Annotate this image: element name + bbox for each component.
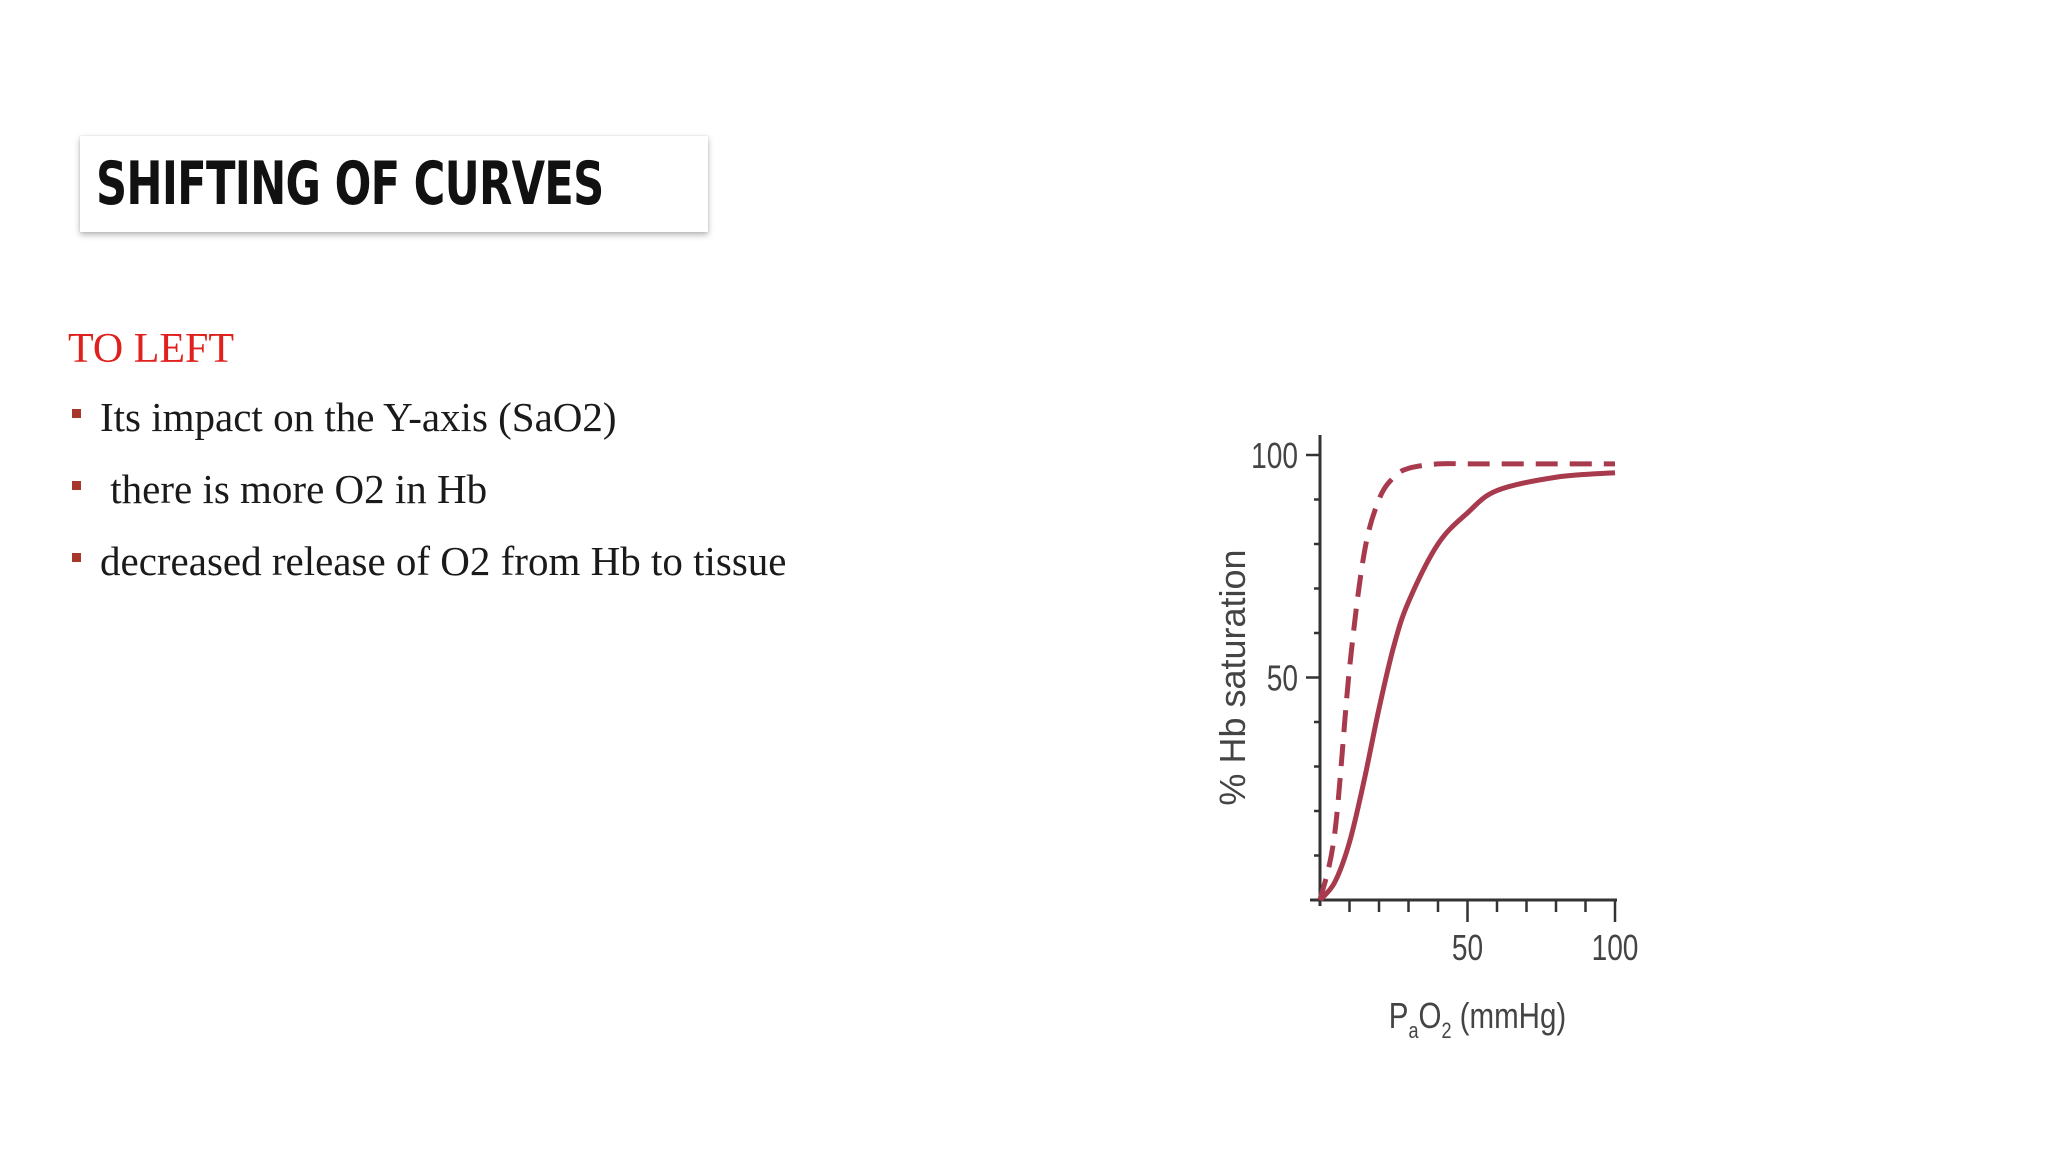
- slide-subheading: TO LEFT: [68, 326, 235, 372]
- bullet-marker-icon: [72, 553, 81, 562]
- title-box: SHIFTING OF CURVES: [80, 136, 708, 232]
- x-label-p: P: [1389, 995, 1409, 1035]
- bullet-marker-icon: [72, 481, 81, 490]
- chart-axes: [1310, 435, 1617, 906]
- left-shifted-curve: [1317, 461, 1615, 901]
- x-tick-label: 100: [1592, 928, 1639, 968]
- chart-series: [1317, 461, 1616, 902]
- bullet-item: decreased release of O2 from Hb to tissu…: [68, 538, 788, 584]
- x-tick-label: 50: [1452, 928, 1483, 968]
- x-label-unit: (mmHg): [1451, 995, 1566, 1035]
- bullet-list: Its impact on the Y-axis (SaO2) there is…: [68, 394, 788, 610]
- y-axis-label: % Hb saturation: [1212, 549, 1253, 805]
- x-label-sub-2: 2: [1441, 1019, 1451, 1043]
- bullet-item: there is more O2 in Hb: [68, 466, 788, 512]
- x-axis-label: PaO2 (mmHg): [1389, 995, 1566, 1043]
- bullet-item: Its impact on the Y-axis (SaO2): [68, 394, 788, 440]
- chart-svg: 50 100 50 100 % Hb saturation PaO2 (mmHg): [1212, 435, 1638, 1043]
- y-tick-label: 50: [1267, 658, 1298, 698]
- x-label-o: O: [1418, 995, 1441, 1035]
- y-tick-label: 100: [1251, 436, 1298, 476]
- bullet-text: Its impact on the Y-axis (SaO2): [100, 394, 617, 440]
- bullet-text: there is more O2 in Hb: [100, 466, 488, 512]
- slide-title: SHIFTING OF CURVES: [96, 149, 604, 219]
- bullet-text: decreased release of O2 from Hb to tissu…: [100, 538, 787, 584]
- chart-ticks: 50 100 50 100: [1251, 436, 1638, 968]
- bullet-marker-icon: [72, 409, 81, 418]
- oxygen-dissociation-chart: 50 100 50 100 % Hb saturation PaO2 (mmHg): [1190, 390, 1670, 1070]
- normal-curve: [1318, 470, 1616, 902]
- x-label-sub-a: a: [1408, 1019, 1419, 1043]
